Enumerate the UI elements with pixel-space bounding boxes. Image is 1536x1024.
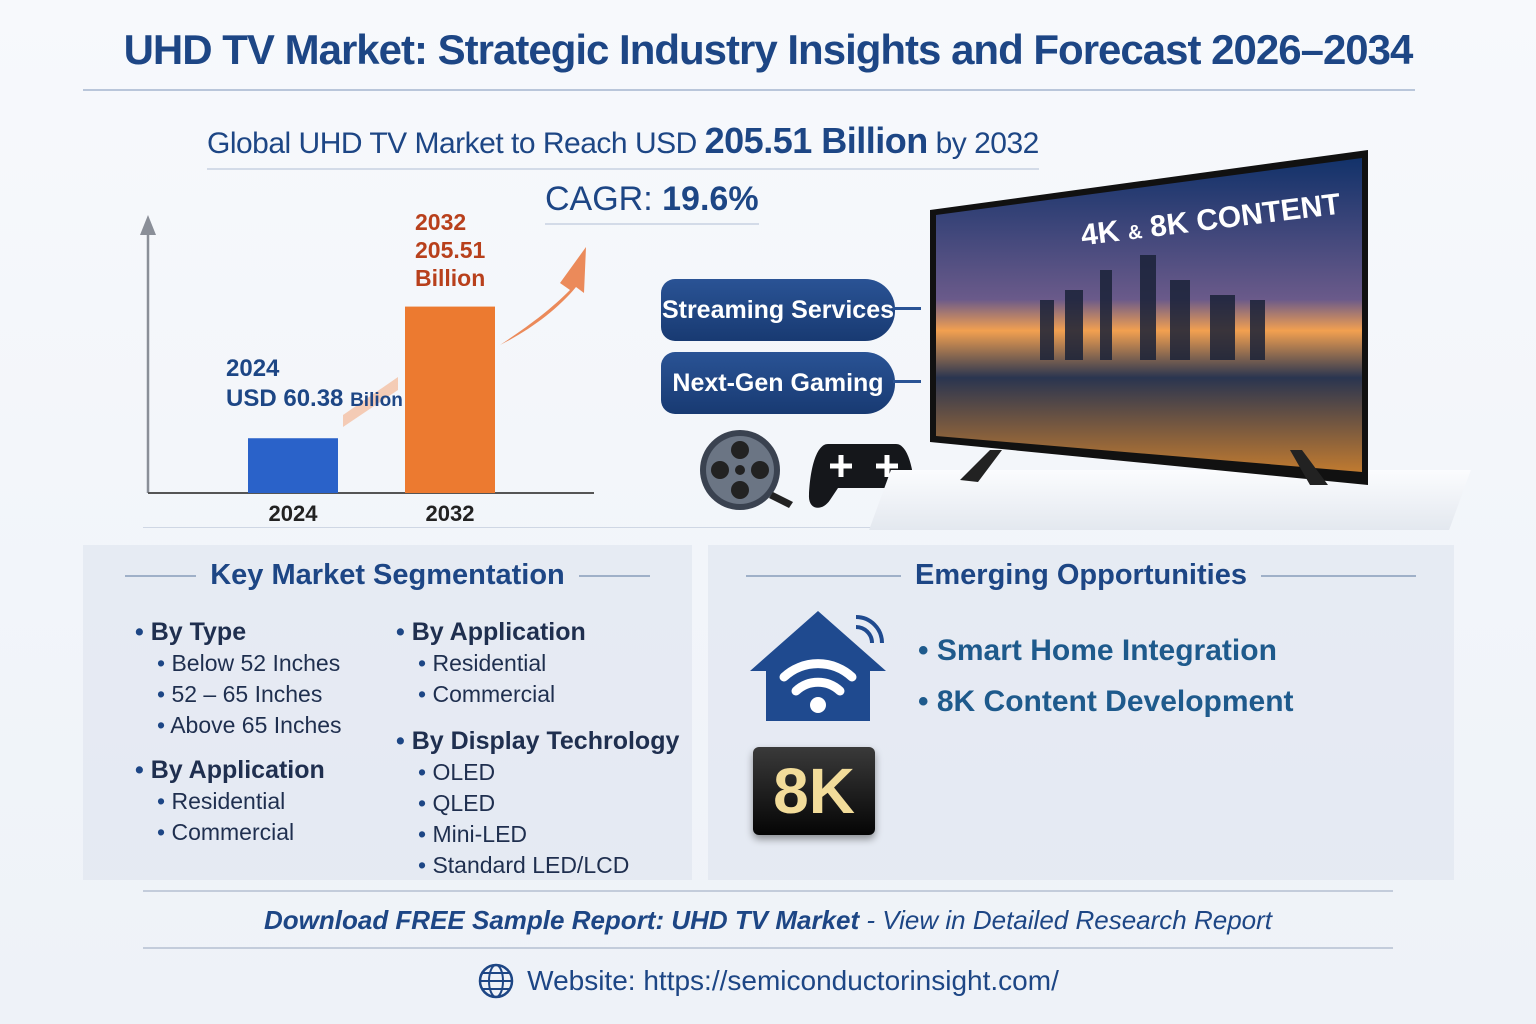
page-title: UHD TV Market: Strategic Industry Insigh… — [123, 26, 1414, 73]
tv: 4K & 8K CONTENT — [930, 150, 1368, 485]
driver-streaming-services: Streaming Services — [661, 279, 921, 341]
download-bold-text[interactable]: Download FREE Sample Report: UHD TV Mark… — [263, 905, 860, 935]
divider — [143, 947, 1393, 949]
x-tick-label: 2032 — [426, 501, 475, 526]
segmentation-right-column: By Application Residential Commercial By… — [396, 617, 680, 881]
subtitle-value: 205.51 Billion — [704, 120, 929, 161]
cagr-label: CAGR: — [545, 180, 653, 218]
tv-text-amp: & — [1127, 221, 1144, 245]
segment-item: Residential — [396, 648, 679, 679]
segment-by-application: By Application — [135, 755, 342, 786]
segment-by-application: By Application — [396, 617, 679, 648]
tv-text-4k: 4K — [1079, 215, 1121, 252]
divider — [83, 89, 1415, 91]
subtitle: Global UHD TV Market to Reach USD 205.51… — [207, 120, 1039, 170]
film-reel-icon — [700, 430, 793, 510]
opportunities-panel: Emerging Opportunities 8K Smart Home Int… — [708, 545, 1454, 880]
y-axis-arrow — [140, 215, 156, 235]
segment-item: OLED — [396, 757, 679, 788]
segment-by-display-technology: By Display Techrology — [396, 726, 680, 757]
segment-item: Above 65 Inches — [135, 710, 341, 741]
cagr-value: 19.6% — [662, 180, 759, 218]
segment-item: 52 – 65 Inches — [135, 679, 342, 710]
bar-chart: 2024 2032 — [140, 215, 594, 526]
segmentation-heading: Key Market Segmentation — [125, 559, 650, 592]
bar-2032 — [405, 306, 495, 493]
bar-2024 — [248, 438, 338, 493]
download-sample-link[interactable]: Download FREE Sample Report: UHD TV Mark… — [0, 905, 1536, 936]
website-url[interactable]: Website: https://semiconductorinsight.co… — [527, 965, 1059, 996]
opportunities-heading: Emerging Opportunities — [746, 559, 1416, 592]
segmentation-left-column: By Type Below 52 Inches 52 – 65 Inches A… — [135, 617, 342, 848]
8k-badge-icon: 8K — [753, 747, 875, 835]
globe-icon — [478, 963, 514, 999]
segment-item: Commercial — [135, 817, 342, 848]
opportunity-item: Smart Home Integration — [918, 625, 1294, 676]
data-label-2032: 2032 205.51 Billion — [415, 209, 486, 291]
divider — [143, 890, 1393, 892]
segment-item: Residential — [135, 786, 342, 817]
smart-home-wifi-icon — [750, 611, 886, 721]
segmentation-panel: Key Market Segmentation By Type Below 52… — [83, 545, 692, 880]
download-rest-text[interactable]: - View in Detailed Research Report — [859, 905, 1272, 935]
segment-item: QLED — [396, 788, 679, 819]
opportunities-list: Smart Home Integration 8K Content Develo… — [918, 625, 1294, 727]
segment-item: Standard LED/LCD — [396, 850, 679, 881]
opportunity-item: 8K Content Development — [918, 676, 1294, 727]
cagr: CAGR: 19.6% — [545, 180, 759, 225]
segment-item: Commercial — [396, 679, 679, 710]
data-label-2024: 2024 USD 60.38 Bilion — [226, 355, 403, 412]
segment-item: Mini-LED — [396, 819, 679, 850]
segment-by-type: By Type — [135, 617, 342, 648]
trend-arrow-segment — [343, 377, 398, 427]
driver-next-gen-gaming: Next-Gen Gaming — [661, 352, 921, 414]
gamepad-icon — [808, 444, 916, 508]
website-link[interactable]: Website: https://semiconductorinsight.co… — [0, 962, 1536, 1000]
trend-arrow-icon — [500, 247, 586, 345]
segment-item: Below 52 Inches — [135, 648, 342, 679]
subtitle-suffix: by 2032 — [935, 127, 1040, 160]
divider — [143, 527, 1421, 528]
x-tick-label: 2024 — [269, 501, 319, 526]
subtitle-prefix: Global UHD TV Market to Reach USD — [207, 127, 697, 160]
